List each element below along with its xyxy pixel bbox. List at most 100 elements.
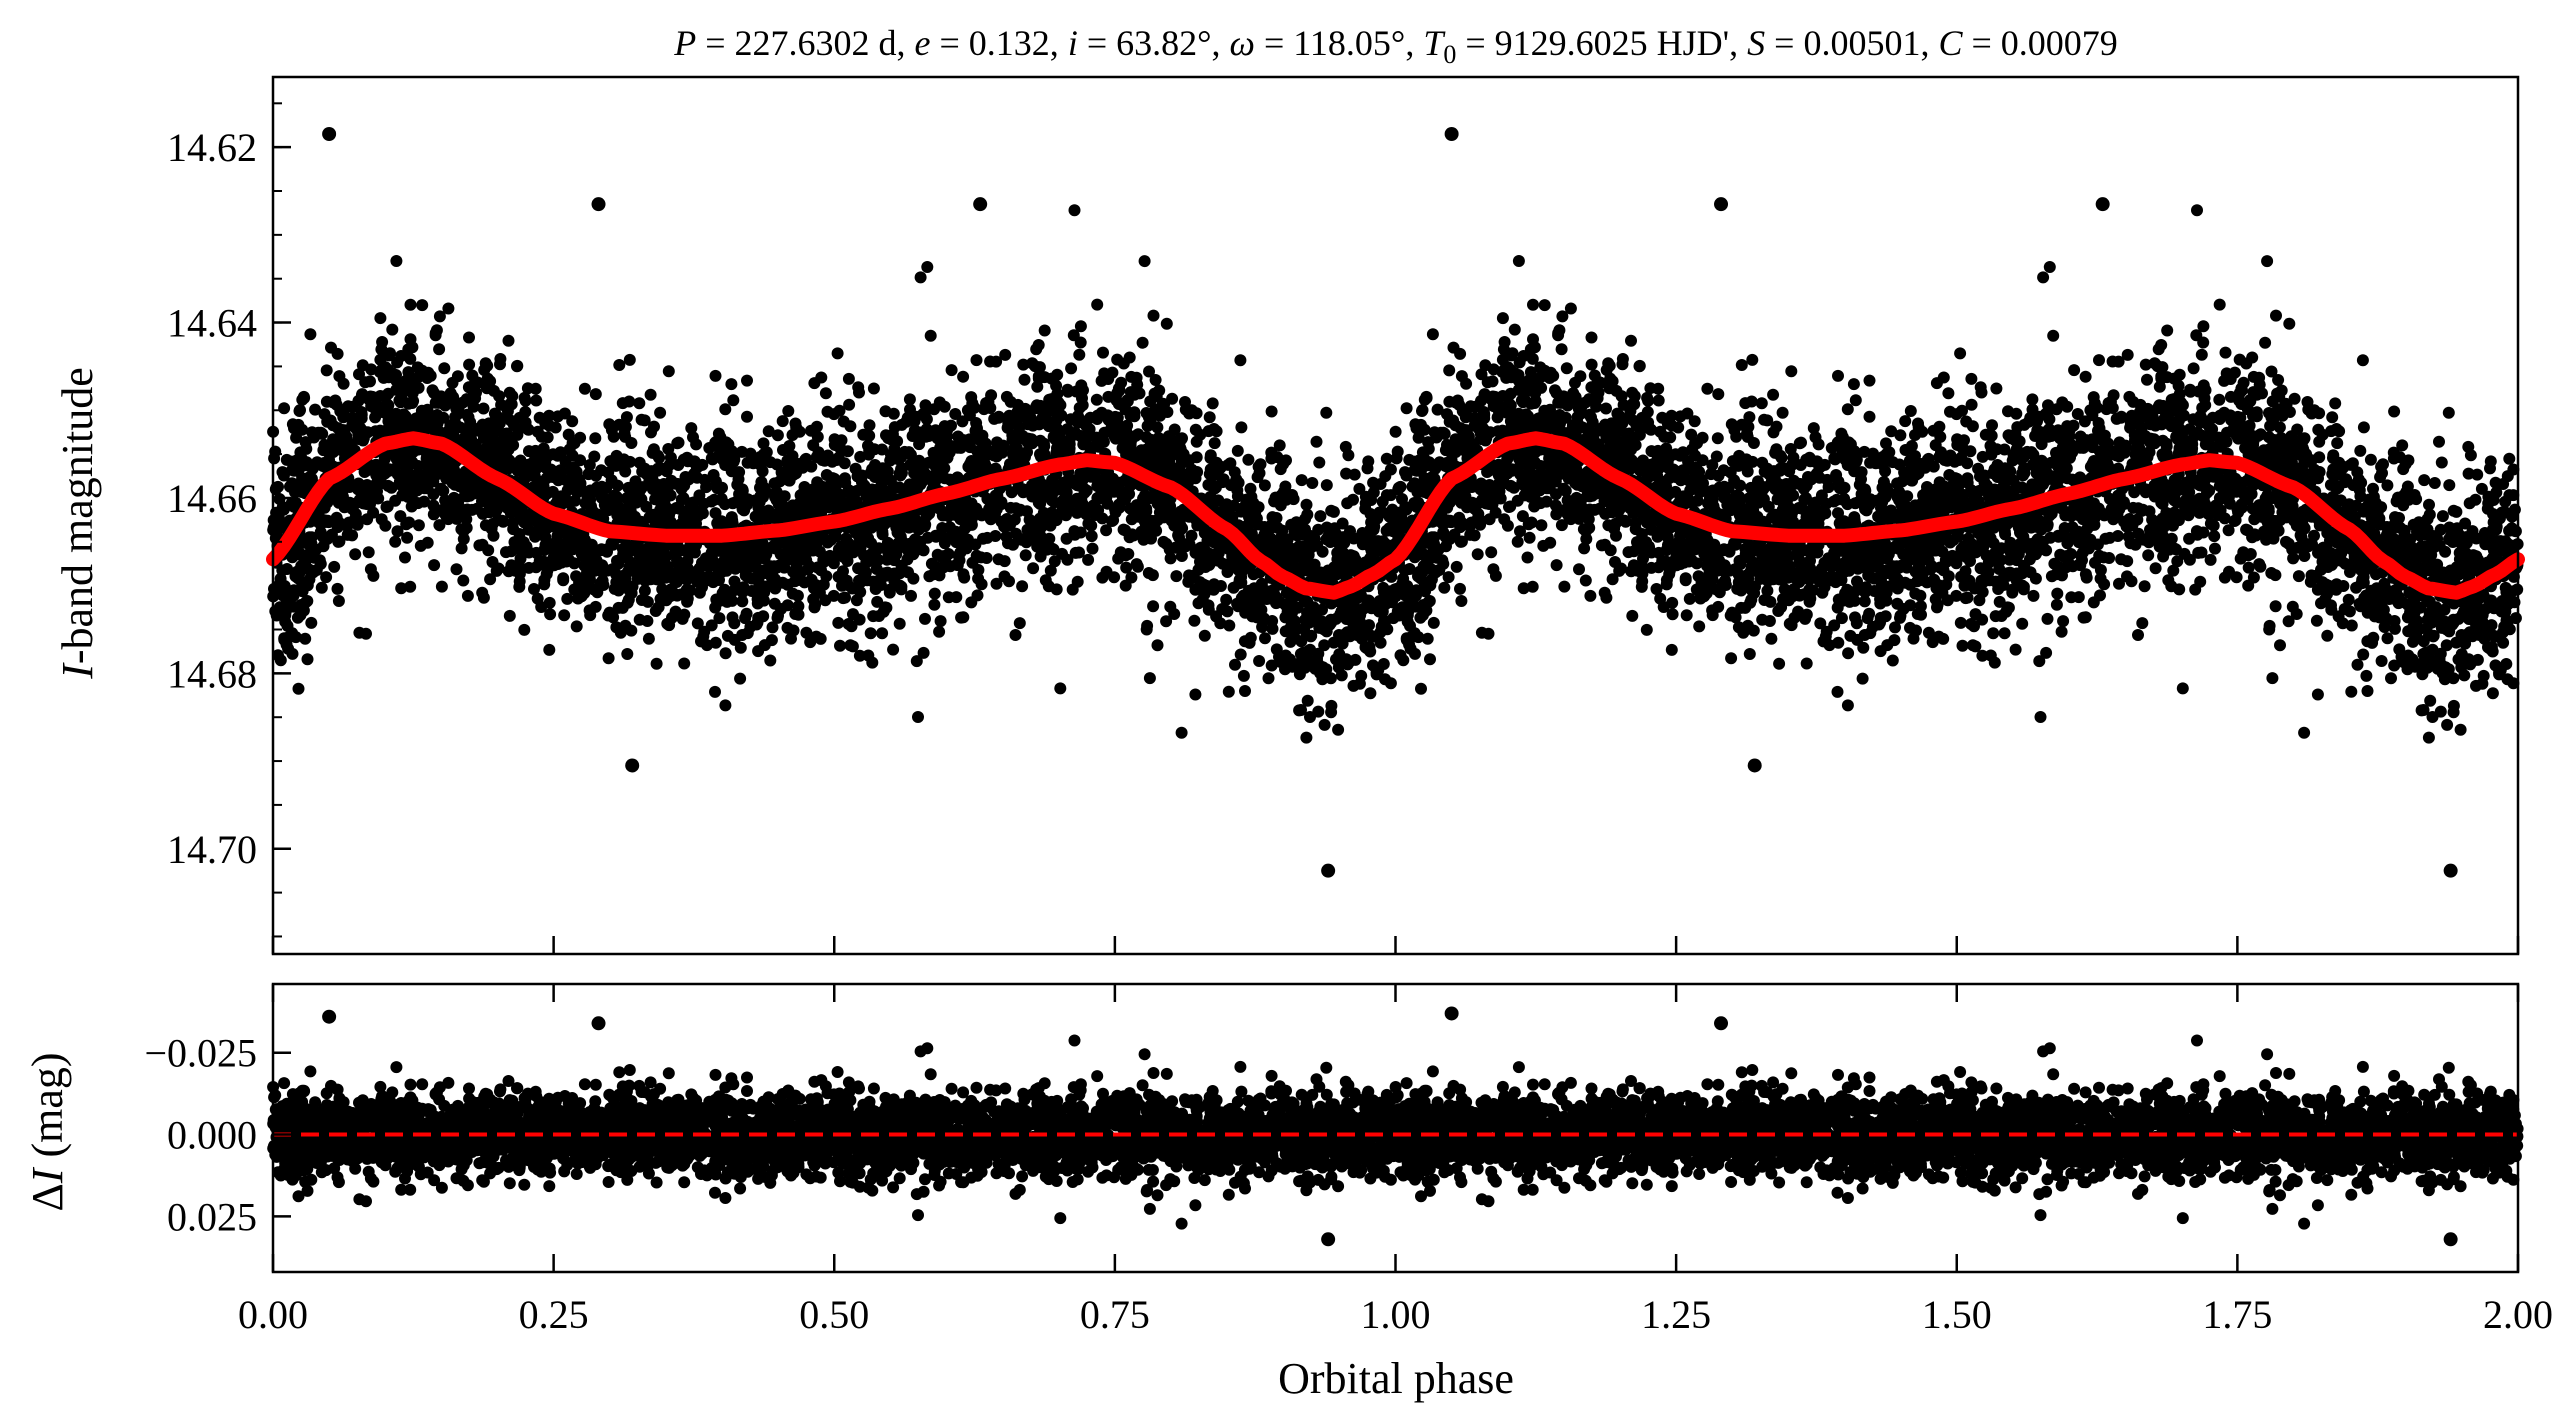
- title-p-value: = 227.6302 d,: [696, 23, 914, 63]
- data-point: [2222, 524, 2235, 537]
- data-point: [1486, 375, 1499, 388]
- data-point: [2274, 639, 2286, 652]
- data-point: [1097, 346, 1109, 359]
- data-point: [1933, 451, 1946, 463]
- data-point: [2079, 611, 2092, 624]
- data-point: [1394, 649, 1407, 662]
- data-point: [1038, 324, 1051, 337]
- data-point: [957, 370, 970, 383]
- data-point: [654, 406, 667, 419]
- data-point: [2292, 570, 2305, 583]
- data-point: [1725, 652, 1738, 665]
- data-point: [2254, 560, 2267, 573]
- data-point: [1313, 456, 1326, 469]
- data-point: [2228, 366, 2241, 379]
- data-point: [1626, 609, 1639, 622]
- data-point: [2385, 672, 2397, 685]
- data-point: [1400, 402, 1413, 415]
- data-point: [2354, 444, 2367, 457]
- data-point: [945, 364, 958, 377]
- data-point: [607, 538, 619, 551]
- data-point: [1426, 328, 1439, 341]
- data-point: [2265, 365, 2278, 378]
- data-point: [698, 473, 711, 486]
- data-point: [2435, 456, 2448, 469]
- data-point: [1795, 436, 1807, 449]
- data-point: [1082, 553, 1095, 566]
- data-point: [1262, 672, 1275, 685]
- data-point: [1584, 589, 1597, 602]
- data-point: [1886, 654, 1899, 667]
- data-point: [1825, 442, 1838, 454]
- data-point: [2213, 298, 2226, 311]
- data-point: [1904, 405, 1917, 417]
- data-point: [356, 359, 369, 372]
- data-point: [1889, 621, 1901, 634]
- data-point: [2204, 553, 2217, 566]
- data-point: [557, 574, 570, 587]
- data-point: [1914, 600, 1927, 613]
- data-point: [1403, 563, 1416, 575]
- data-point: [1523, 531, 1536, 544]
- data-point: [1496, 353, 1509, 366]
- data-point: [1427, 616, 1440, 629]
- data-point: [1496, 312, 1509, 325]
- data-point: [709, 369, 722, 382]
- data-point: [1765, 632, 1778, 645]
- data-point: [1841, 699, 1854, 712]
- data-point: [1009, 629, 1022, 641]
- data-point: [1074, 320, 1087, 333]
- data-point: [834, 639, 846, 652]
- data-point: [1856, 672, 1869, 685]
- data-point: [2443, 479, 2456, 492]
- data-point: [662, 365, 675, 378]
- data-point: [1785, 365, 1798, 378]
- data-point: [589, 388, 602, 401]
- data-point: [1189, 423, 1202, 436]
- data-point: [2213, 393, 2226, 406]
- data-point: [1222, 685, 1235, 698]
- data-point: [942, 591, 955, 604]
- data-point: [2136, 617, 2149, 630]
- data-point: [364, 375, 376, 388]
- data-point: [864, 627, 877, 640]
- data-point: [362, 546, 375, 559]
- data-point: [1176, 432, 1188, 445]
- data-point: [1640, 623, 1653, 636]
- data-point: [2197, 336, 2210, 349]
- data-point: [2068, 364, 2081, 377]
- data-point: [1990, 382, 2003, 395]
- data-point: [2048, 557, 2061, 570]
- data-point: [1585, 358, 1598, 371]
- data-point: [1555, 343, 1568, 356]
- title-t-symbol: T: [1423, 23, 1446, 63]
- data-point: [703, 442, 716, 454]
- data-point: [578, 382, 591, 395]
- data-point: [905, 589, 917, 602]
- data-point: [1625, 334, 1637, 347]
- data-point: [919, 612, 931, 625]
- data-point: [466, 369, 479, 382]
- data-point: [1409, 647, 1421, 660]
- data-point: [1942, 387, 1955, 400]
- data-point: [928, 598, 941, 611]
- data-point: [349, 548, 362, 561]
- data-point: [1549, 499, 1562, 512]
- data-point: [1729, 538, 1742, 551]
- data-point: [1335, 669, 1348, 682]
- data-point: [2057, 615, 2070, 628]
- data-point: [2331, 437, 2344, 450]
- data-point: [2043, 261, 2056, 273]
- data-point: [332, 595, 345, 607]
- data-point: [1259, 632, 1271, 645]
- data-point: [893, 481, 906, 494]
- data-point: [374, 353, 387, 366]
- data-point: [2321, 629, 2334, 642]
- data-point: [2388, 659, 2401, 672]
- chart-title: P = 227.6302 d, e = 0.132, i = 63.82°, ω…: [673, 23, 2118, 69]
- data-point: [1203, 411, 1216, 424]
- data-point: [1258, 479, 1271, 492]
- data-point: [782, 405, 795, 417]
- data-point: [1767, 388, 1780, 401]
- data-point: [543, 643, 556, 656]
